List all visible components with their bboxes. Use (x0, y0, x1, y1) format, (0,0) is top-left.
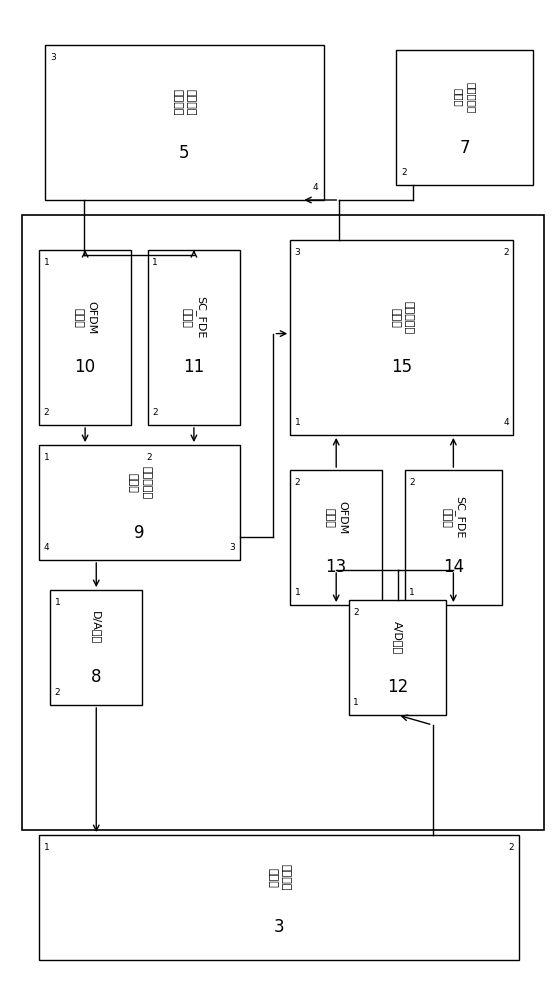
Text: 调制数据输
出模块: 调制数据输 出模块 (128, 466, 151, 499)
Text: 解调数据输
出模块: 解调数据输 出模块 (390, 301, 413, 334)
Text: 10: 10 (75, 359, 95, 376)
Bar (290, 470, 382, 605)
Bar (45, 45, 324, 200)
Bar (148, 250, 240, 425)
Text: 7: 7 (459, 139, 470, 157)
Text: 2: 2 (152, 408, 158, 417)
Text: 2: 2 (353, 608, 359, 617)
Bar (405, 470, 502, 605)
Bar (396, 50, 533, 185)
Text: 3: 3 (295, 248, 300, 257)
Text: 变频与滤
波单元: 变频与滤 波单元 (267, 864, 291, 891)
Text: SC_FDE
解调器: SC_FDE 解调器 (441, 496, 465, 539)
Text: 15: 15 (391, 359, 412, 376)
Text: OFDM
解调器: OFDM 解调器 (325, 501, 348, 534)
Text: 2: 2 (44, 408, 49, 417)
Text: 2: 2 (147, 453, 152, 462)
Text: 4: 4 (503, 418, 509, 427)
Text: 4: 4 (312, 183, 318, 192)
Text: 1: 1 (409, 588, 415, 597)
Bar (50, 590, 142, 705)
Text: 1: 1 (44, 843, 49, 852)
Text: 2: 2 (509, 843, 514, 852)
Text: OFDM
调制器: OFDM 调制器 (74, 301, 97, 334)
Text: 4: 4 (44, 543, 49, 552)
Text: D/A单元: D/A单元 (92, 611, 101, 644)
Bar (39, 445, 240, 560)
Text: 1: 1 (44, 453, 49, 462)
Text: 3: 3 (50, 53, 56, 62)
Text: 2: 2 (402, 168, 407, 177)
Bar (349, 600, 446, 715)
Text: 2: 2 (295, 478, 300, 487)
Text: 调制模式选
择单元: 调制模式选 择单元 (453, 82, 476, 113)
Text: 12: 12 (387, 678, 408, 696)
Text: 1: 1 (55, 598, 60, 607)
Bar (39, 250, 131, 425)
Text: 2: 2 (55, 688, 60, 697)
Text: 1: 1 (44, 258, 49, 267)
Text: 5: 5 (179, 143, 189, 161)
Text: 14: 14 (443, 558, 464, 576)
Bar (290, 240, 513, 435)
Text: 11: 11 (183, 359, 205, 376)
Text: 3: 3 (230, 543, 235, 552)
Text: 1: 1 (353, 698, 359, 707)
Text: 8: 8 (91, 668, 102, 686)
Text: 2: 2 (409, 478, 415, 487)
Text: 1: 1 (152, 258, 158, 267)
Text: A/D单元: A/D单元 (393, 621, 402, 654)
Text: 1: 1 (295, 588, 300, 597)
Bar (22, 215, 544, 830)
Bar (39, 835, 519, 960)
Text: 业务数据
接口单元: 业务数据 接口单元 (172, 89, 196, 116)
Text: SC_FDE
调制器: SC_FDE 调制器 (182, 296, 206, 339)
Text: 1: 1 (295, 418, 300, 427)
Text: 9: 9 (134, 524, 145, 542)
Text: 2: 2 (503, 248, 509, 257)
Text: 3: 3 (273, 918, 285, 936)
Text: 13: 13 (325, 558, 347, 576)
